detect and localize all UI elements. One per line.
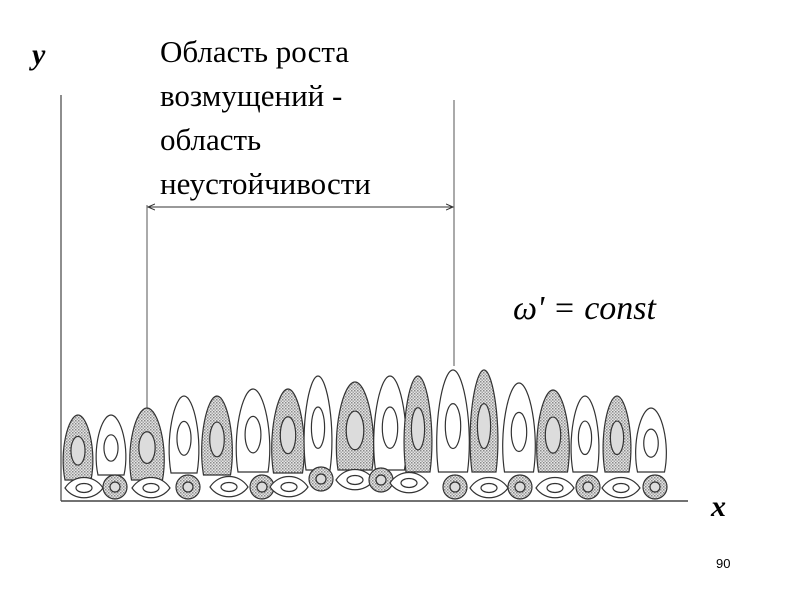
cell-nucleus [220, 481, 238, 493]
label-line: возмущений - [160, 78, 343, 113]
cell-nucleus [612, 482, 630, 494]
cell-nucleus [546, 482, 564, 494]
x-axis-label: x [711, 490, 726, 523]
cell-nucleus [643, 428, 659, 458]
cell-nucleus [70, 435, 86, 466]
cell-nucleus [256, 481, 268, 493]
cell-nucleus [315, 473, 327, 485]
cell-nucleus [345, 410, 365, 451]
cell-nucleus [138, 431, 156, 465]
cell-nucleus [142, 482, 160, 494]
cell-nucleus [75, 482, 93, 494]
cell-nucleus [310, 406, 326, 449]
cell-nucleus [582, 481, 594, 493]
cell-nucleus [103, 434, 119, 462]
cell-nucleus [609, 420, 625, 456]
cell-nucleus [400, 477, 418, 489]
page-number: 90 [716, 556, 731, 571]
cell-nucleus [649, 481, 661, 493]
cell-nucleus [244, 415, 262, 454]
cell-nucleus [510, 411, 528, 453]
cell-nucleus [544, 416, 562, 454]
cell-nucleus [182, 481, 194, 493]
cell-nucleus [476, 403, 492, 450]
formula: ω' = const [513, 290, 656, 327]
cell-nucleus [514, 481, 526, 493]
label-line: Область роста [160, 34, 350, 69]
cell-nucleus [375, 474, 387, 486]
cell-nucleus [280, 481, 298, 493]
label-line: область [160, 122, 262, 157]
label-line: неустойчивости [160, 166, 371, 201]
cell-layer [62, 369, 668, 500]
cell-nucleus [176, 420, 192, 456]
cell-nucleus [444, 403, 462, 450]
cell-nucleus [480, 482, 498, 494]
cell-nucleus [381, 406, 399, 449]
cell-nucleus [449, 481, 461, 493]
instability-region-label: Область роста возмущений - область неуст… [160, 30, 371, 206]
cell-nucleus [209, 421, 225, 458]
cell-nucleus [279, 416, 297, 455]
cell-nucleus [109, 481, 121, 493]
y-axis-label: y [32, 38, 46, 71]
cell-nucleus [346, 474, 364, 486]
cell-nucleus [577, 420, 593, 456]
cell-nucleus [410, 407, 426, 451]
